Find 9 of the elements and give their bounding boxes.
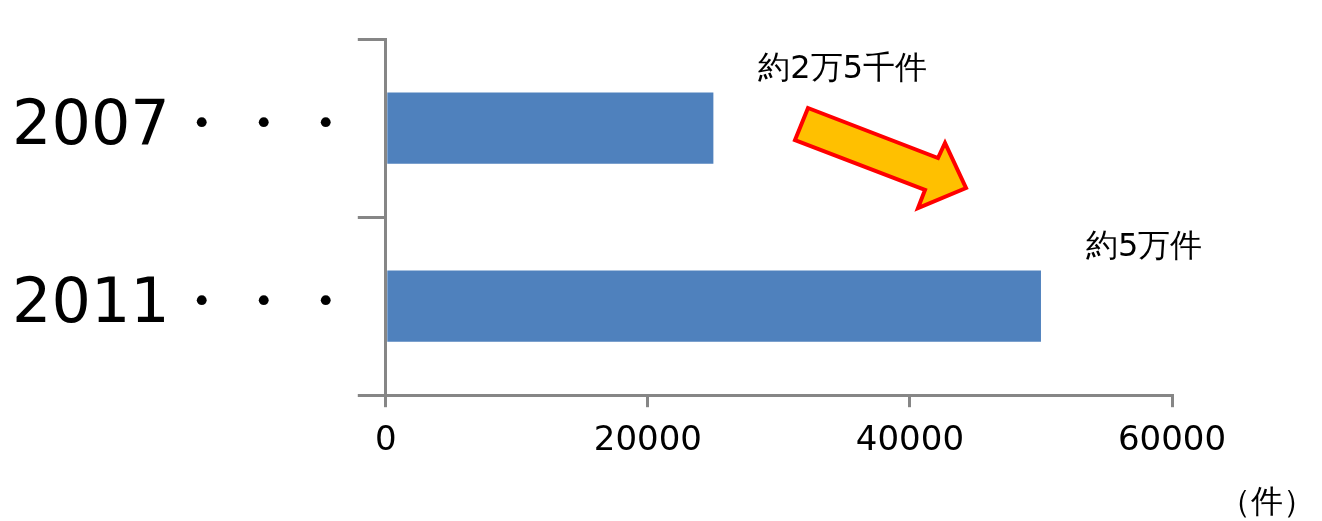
annotation: 約2万5千件 — [758, 48, 928, 87]
x-tick-label: 20000 — [593, 418, 702, 459]
y-tick-label: 2011・・・ — [11, 264, 356, 338]
annotation: 約5万件 — [1085, 226, 1203, 265]
x-tick-label: 40000 — [855, 418, 965, 459]
x-tick-label: 60000 — [1117, 418, 1227, 459]
x-tick-label: 0 — [374, 418, 397, 459]
x-axis-title: （件） — [1219, 482, 1315, 520]
y-tick-label: 2007・・・ — [11, 86, 356, 160]
